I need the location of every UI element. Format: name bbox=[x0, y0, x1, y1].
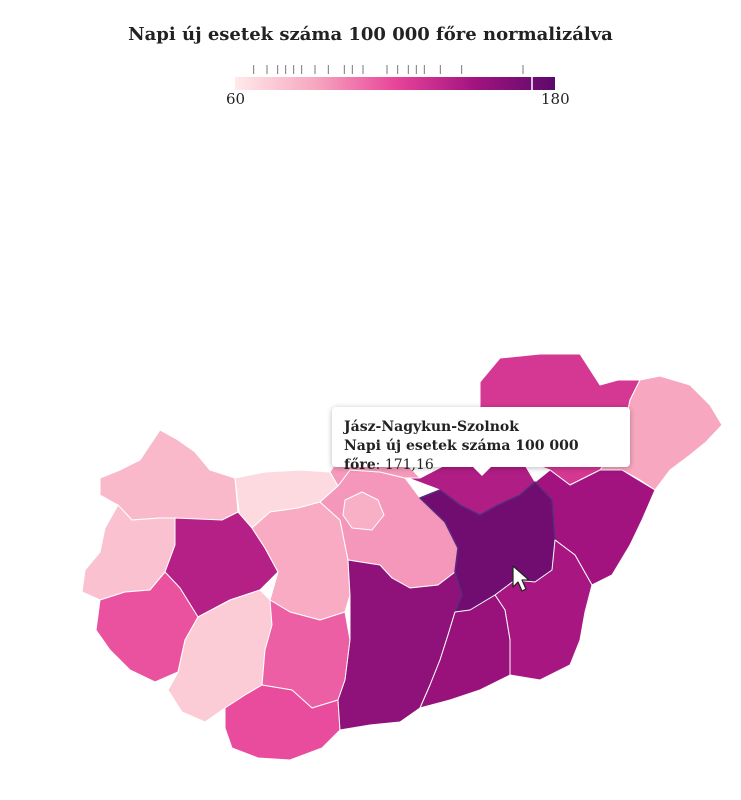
legend-ticks bbox=[253, 65, 524, 74]
tooltip-metric-label: Napi új esetek száma 100 000 főre bbox=[344, 438, 579, 473]
region-bacs-kiskun[interactable] bbox=[337, 559, 463, 731]
region-gyor-moson-sopron[interactable] bbox=[99, 429, 239, 521]
region-tooltip: Jász-Nagykun-Szolnok Napi új esetek szám… bbox=[332, 407, 630, 476]
tooltip-caret bbox=[473, 467, 491, 476]
region-csongrad[interactable] bbox=[419, 594, 511, 709]
region-budapest[interactable] bbox=[342, 491, 385, 531]
tooltip-value: 171,16 bbox=[384, 457, 434, 473]
region-baranya[interactable] bbox=[224, 684, 341, 761]
legend-min-label: 60 bbox=[226, 90, 246, 108]
legend-max-label: 180 bbox=[541, 90, 570, 108]
tooltip-region-name: Jász-Nagykun-Szolnok bbox=[344, 419, 519, 435]
region-fejer[interactable] bbox=[251, 501, 351, 621]
color-legend bbox=[235, 64, 555, 90]
map-title: Napi új esetek száma 100 000 főre normal… bbox=[128, 24, 613, 45]
tooltip-value-line: Napi új esetek száma 100 000 főre: 171,1… bbox=[344, 438, 579, 473]
legend-gradient-bar bbox=[235, 77, 555, 90]
